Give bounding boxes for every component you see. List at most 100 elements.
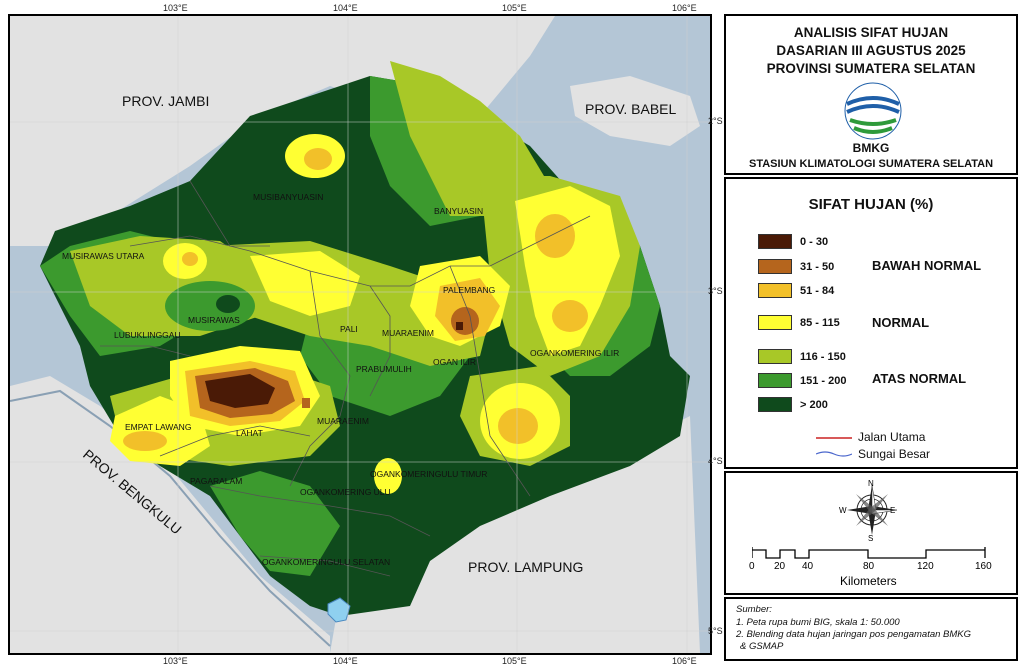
legend-swatch-gt-200 (758, 397, 792, 412)
source-line-3: & GSMAP (740, 641, 784, 652)
label-prov-lampung: PROV. LAMPUNG (468, 559, 583, 575)
logo-text: BMKG (852, 141, 890, 155)
zone-51-84-empat-lawang (123, 431, 167, 451)
legend-swatch-85-115 (758, 315, 792, 330)
category-normal: NORMAL (872, 315, 930, 330)
legend-swatch-31-50 (758, 259, 792, 274)
source-heading: Sumber: (736, 604, 772, 615)
label-muaraenim: MUARAENIM (317, 416, 369, 426)
zone-51-84-musibanyuasin (304, 148, 332, 170)
scale-tick-80: 80 (863, 561, 875, 572)
legend-swatch-116-150 (758, 349, 792, 364)
label-prabumulih: PRABUMULIH (356, 364, 412, 374)
lon-tick-104-bottom: 104°E (333, 656, 358, 666)
legend-label-116-150: 116 - 150 (800, 351, 846, 363)
scale-unit: Kilometers (840, 574, 897, 588)
label-musirawas: MUSIRAWAS (188, 315, 240, 325)
lat-tick-3: 3°S (708, 286, 723, 296)
zone-0-30-west (205, 374, 275, 408)
label-pagaralam: PAGARALAM (190, 476, 242, 486)
zone-31-50-small (302, 398, 310, 408)
station-name: STASIUN KLIMATOLOGI SUMATERA SELATAN (748, 158, 994, 170)
lon-tick-106: 106°E (672, 3, 697, 13)
lat-tick-4: 4°S (708, 456, 723, 466)
lon-tick-103: 103°E (163, 3, 188, 13)
lon-tick-104: 104°E (333, 3, 358, 13)
zone-gt200-musirawas (216, 295, 240, 313)
legend-label-0-30: 0 - 30 (800, 236, 829, 248)
zone-51-84-banyuasin-s (552, 300, 588, 332)
label-lubuklinggau: LUBUKLINGGAU (114, 330, 181, 340)
legend-river-label: Sungai Besar (858, 447, 931, 461)
zone-51-84-musirawasutara (182, 252, 198, 266)
legend-swatch-51-84 (758, 283, 792, 298)
label-musi-banyuasin: MUSIBANYUASIN (253, 192, 323, 202)
graticule (10, 16, 710, 653)
babel-island (570, 76, 700, 146)
legend-heading: SIFAT HUJAN (%) (808, 196, 934, 213)
legend-label-31-50: 31 - 50 (800, 261, 835, 273)
scale-tick-120: 120 (917, 561, 934, 572)
lake-ranau (327, 597, 351, 623)
compass-rose-icon (847, 484, 898, 535)
lat-tick-2: 2°S (708, 116, 723, 126)
bengkulu-land (10, 376, 330, 653)
label-oku-timur: OGANKOMERINGULU TIMUR (370, 469, 487, 479)
scale-tick-20: 20 (774, 561, 786, 572)
title-line-2: DASARIAN III AGUSTUS 2025 (776, 43, 966, 58)
legend-label-85-115: 85 - 115 (800, 317, 840, 329)
compass-s-label: S (868, 534, 874, 543)
lat-tick-5: 5°S (708, 626, 723, 636)
zone-151-200-musirawas (165, 281, 255, 331)
source-line-1: 1. Peta rupa bumi BIG, skala 1: 50.000 (736, 617, 900, 628)
label-oku-selatan: OGANKOMERINGULU SELATAN (262, 557, 390, 567)
label-prov-babel: PROV. BABEL (585, 101, 677, 117)
bengkulu-coast (10, 389, 331, 647)
rainfall-map: PROV. JAMBI PROV. BABEL PROV. BENGKULU P… (8, 14, 712, 655)
lampung-land (330, 416, 700, 653)
zone-31-50-palembang (451, 307, 479, 335)
compass-w-label: W (839, 506, 847, 515)
label-ogan-ilir: OGAN ILIR (433, 357, 476, 367)
compass-n-label: N (868, 479, 874, 488)
title-line-1: ANALISIS SIFAT HUJAN (793, 25, 949, 40)
label-prov-jambi: PROV. JAMBI (122, 93, 209, 109)
lon-tick-106-bottom: 106°E (672, 656, 697, 666)
zone-151-200-south (210, 471, 340, 576)
compass-e-label: E (890, 506, 896, 515)
legend-road-label: Jalan Utama (858, 430, 926, 444)
source-panel: Sumber: 1. Peta rupa bumi BIG, skala 1: … (724, 597, 1018, 661)
lon-tick-105: 105°E (502, 3, 527, 13)
legend-label-gt-200: > 200 (800, 399, 828, 411)
title-panel: ANALISIS SIFAT HUJAN DASARIAN III AGUSTU… (724, 14, 1018, 175)
regency-boundaries (100, 180, 591, 577)
zone-51-84-banyuasin-n (535, 214, 575, 258)
label-empat-lawang: EMPAT LAWANG (125, 422, 191, 432)
label-oku: OGANKOMERING ULU (300, 487, 391, 497)
scale-tick-40: 40 (802, 561, 814, 572)
lon-tick-103-bottom: 103°E (163, 656, 188, 666)
label-ogan-komering-ilir: OGANKOMERING ILIR (530, 348, 619, 358)
title-line-3: PROVINSI SUMATERA SELATAN (766, 61, 976, 76)
road-line-icon (816, 437, 852, 439)
zone-51-84-ogan (498, 408, 538, 444)
label-musirawas-utara: MUSIRAWAS UTARA (62, 251, 145, 261)
river-line-icon (816, 451, 852, 457)
lon-tick-105-bottom: 105°E (502, 656, 527, 666)
legend-swatch-0-30 (758, 234, 792, 249)
zone-85-115-oku (374, 458, 402, 494)
label-muaraenim-small: MUARAENIM (382, 328, 434, 338)
legend-label-151-200: 151 - 200 (800, 375, 847, 387)
source-line-2: 2. Blending data hujan jaringan pos peng… (736, 629, 972, 640)
scale-tick-160: 160 (975, 561, 992, 572)
label-lahat: LAHAT (236, 428, 263, 438)
label-palembang: PALEMBANG (443, 285, 495, 295)
scale-tick-0: 0 (749, 561, 755, 572)
label-pali: PALI (340, 324, 358, 334)
legend-label-51-84: 51 - 84 (800, 285, 835, 297)
legend-panel: SIFAT HUJAN (%) 0 - 30 31 - 50 51 - 84 8… (724, 177, 1018, 469)
bmkg-logo-icon (844, 82, 902, 140)
map-canvas: PROV. JAMBI PROV. BABEL PROV. BENGKULU P… (10, 16, 710, 653)
scale-panel: N S W E 0 20 40 80 120 160 Kilometers (724, 471, 1018, 595)
label-banyuasin: BANYUASIN (434, 206, 483, 216)
